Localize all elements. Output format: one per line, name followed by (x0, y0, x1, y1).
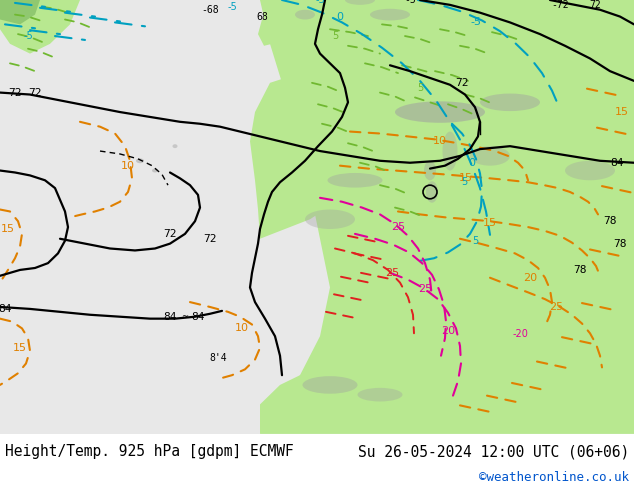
Text: 8'4: 8'4 (209, 353, 227, 363)
Text: 72: 72 (29, 88, 42, 98)
Text: 68: 68 (256, 12, 268, 22)
Text: 72: 72 (589, 0, 601, 10)
Text: -5: -5 (23, 31, 33, 41)
Text: Height/Temp. 925 hPa [gdpm] ECMWF: Height/Temp. 925 hPa [gdpm] ECMWF (5, 444, 294, 459)
Text: 72: 72 (204, 234, 217, 244)
Text: 15: 15 (1, 224, 15, 234)
Ellipse shape (136, 158, 144, 163)
Text: 5: 5 (472, 236, 478, 245)
Text: 72: 72 (163, 229, 177, 239)
Ellipse shape (424, 161, 436, 180)
Text: -72: -72 (551, 0, 569, 10)
Text: -20: -20 (512, 329, 528, 339)
Ellipse shape (395, 101, 485, 123)
Text: 78: 78 (613, 239, 627, 248)
Text: 84: 84 (191, 312, 205, 322)
Text: 25: 25 (385, 268, 399, 278)
Ellipse shape (358, 388, 403, 401)
Polygon shape (0, 0, 40, 24)
Polygon shape (0, 0, 80, 53)
Ellipse shape (345, 0, 375, 5)
Text: 0: 0 (469, 158, 476, 168)
Text: 10: 10 (121, 161, 135, 171)
Polygon shape (278, 0, 315, 53)
Ellipse shape (565, 161, 615, 180)
Text: 5: 5 (332, 31, 338, 41)
Text: Su 26-05-2024 12:00 UTC (06+06): Su 26-05-2024 12:00 UTC (06+06) (358, 444, 629, 459)
Text: 78: 78 (573, 265, 586, 275)
Text: 5: 5 (461, 177, 467, 187)
Text: 84: 84 (611, 158, 624, 168)
Text: 15: 15 (459, 173, 473, 183)
Ellipse shape (470, 146, 510, 166)
Text: 84: 84 (0, 304, 12, 314)
Text: 25: 25 (391, 222, 405, 232)
Text: 5: 5 (417, 83, 423, 93)
Text: -5: -5 (227, 2, 237, 12)
Polygon shape (345, 0, 420, 53)
Text: 25: 25 (549, 302, 563, 312)
Ellipse shape (426, 181, 438, 203)
Polygon shape (260, 346, 634, 434)
Ellipse shape (295, 10, 315, 20)
Ellipse shape (305, 210, 355, 229)
Text: 10: 10 (235, 323, 249, 333)
Polygon shape (260, 0, 634, 434)
Ellipse shape (328, 173, 382, 188)
Text: ©weatheronline.co.uk: ©weatheronline.co.uk (479, 471, 629, 485)
Text: 20: 20 (441, 326, 455, 336)
Polygon shape (258, 17, 280, 46)
Text: 15: 15 (615, 107, 629, 117)
Ellipse shape (152, 169, 158, 172)
Text: 78: 78 (603, 216, 617, 226)
Text: -5: -5 (315, 0, 325, 5)
Ellipse shape (302, 376, 358, 393)
Ellipse shape (172, 144, 178, 148)
Text: -68: -68 (201, 5, 219, 15)
Text: 15: 15 (483, 218, 497, 228)
Text: ~: ~ (181, 312, 188, 321)
Text: -5: -5 (404, 0, 416, 5)
Text: 15: 15 (13, 343, 27, 353)
Ellipse shape (480, 94, 540, 111)
Text: 84: 84 (163, 312, 177, 322)
Text: 72: 72 (455, 78, 469, 88)
Ellipse shape (443, 131, 458, 171)
Text: 25: 25 (418, 284, 432, 294)
Ellipse shape (370, 9, 410, 21)
Text: 72: 72 (8, 88, 22, 98)
Text: 0: 0 (337, 12, 344, 22)
Polygon shape (250, 73, 360, 239)
Text: -5: -5 (470, 18, 481, 27)
Text: 20: 20 (523, 273, 537, 283)
Text: 10: 10 (433, 136, 447, 147)
